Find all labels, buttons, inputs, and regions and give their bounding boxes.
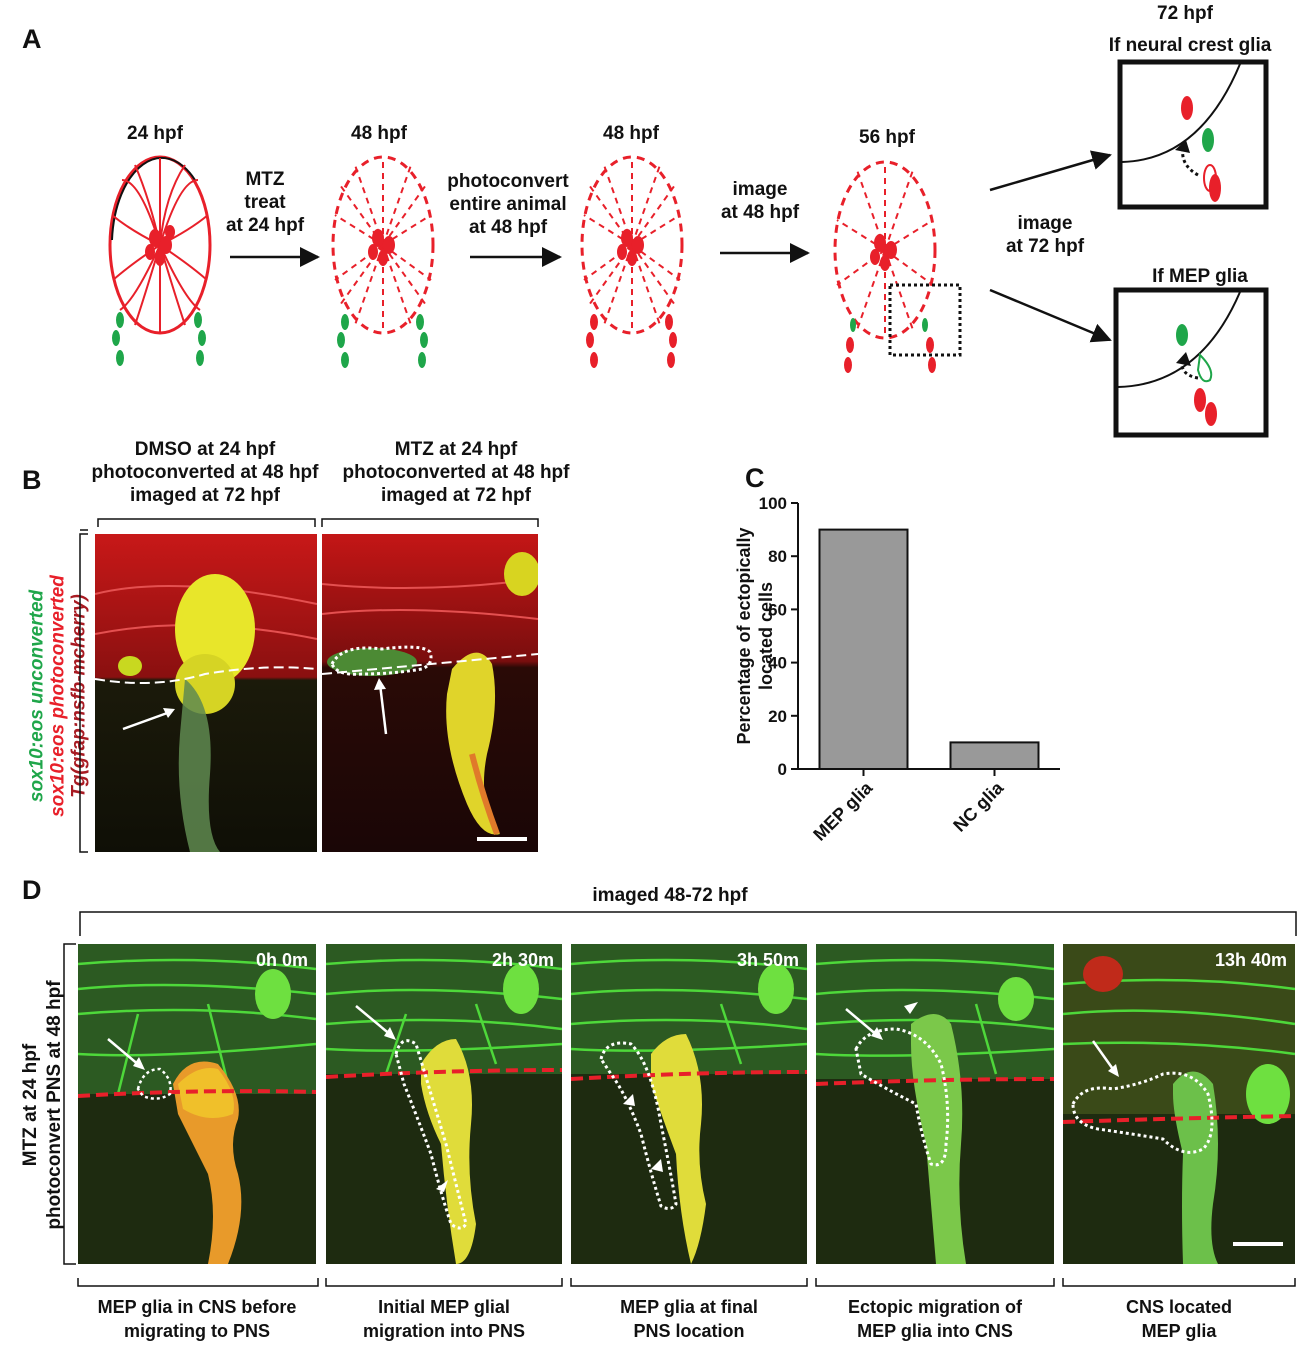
arrow-to-mep <box>989 288 1112 343</box>
y-tick-label: 0 <box>778 760 787 779</box>
step-2-label: photoconvert entire animal at 48 hpf <box>447 171 569 238</box>
stage-label-1: 24 hpf <box>127 123 183 144</box>
timelapse-frame-1: 0h 0m <box>78 944 316 1264</box>
embryo-48hpf-a <box>331 155 435 368</box>
outcome-mep-title: If MEP glia <box>1152 266 1248 287</box>
y-tick-label: 40 <box>768 654 787 673</box>
panel-c-letter: C <box>745 463 765 493</box>
bar-chart: 0 20 40 60 80 100 MEP glia NC glia Percentage of… <box>734 494 1060 845</box>
schematic-a <box>108 59 1269 438</box>
y-tick-label: 80 <box>768 547 787 566</box>
outcome-nc-title: If neural crest glia <box>1108 35 1272 56</box>
panel-d-side-bracket <box>63 943 76 1265</box>
frame-1-caption: MEP glia in CNS before migrating to PNS <box>97 1297 297 1341</box>
timelapse-frame-5: 13h 40m <box>1063 944 1295 1264</box>
panel-b-col2-header: MTZ at 24 hpf photoconverted at 48 hpf ima… <box>342 439 570 506</box>
timelapse-frame-3: 3h 50m <box>571 944 807 1264</box>
arrow-to-nc <box>989 150 1112 192</box>
micrograph-mtz <box>322 534 538 852</box>
step-1-label: MTZ treat at 24 hpf <box>225 169 305 236</box>
panel-d-letter: D <box>22 875 42 905</box>
branch-label: image at 72 hpf <box>1005 213 1085 257</box>
step-3-label: image at 48 hpf <box>720 179 800 223</box>
panel-b-letter: B <box>22 465 42 495</box>
bar-nc-glia <box>949 741 1040 770</box>
panel-b-brackets <box>80 518 539 531</box>
frame-2-time: 2h 30m <box>491 950 554 970</box>
bar-mep-glia <box>818 528 909 770</box>
x-tick-label: NC glia <box>949 777 1008 836</box>
frame-5-caption: CNS located MEP glia <box>1125 1297 1233 1341</box>
outcome-box-nc <box>1117 59 1269 210</box>
panel-d-top-bracket <box>79 911 1297 936</box>
embryo-56hpf <box>833 160 962 373</box>
timelapse-frame-2: 2h 30m <box>326 944 562 1264</box>
y-axis-label: located cells <box>756 582 776 690</box>
frame-5-time: 13h 40m <box>1214 950 1287 970</box>
side-green-label: sox10:eos unconverted <box>26 589 48 803</box>
frame-3-time: 3h 50m <box>736 950 799 970</box>
x-tick-label: MEP glia <box>809 777 877 845</box>
embryo-48hpf-b <box>580 155 684 368</box>
side-red-label: sox10:eos photoconverted <box>47 575 69 817</box>
panel-b-col1-header: DMSO at 24 hpf photoconverted at 48 hpf im… <box>91 439 319 506</box>
panel-d-bottom-brackets <box>77 1278 1296 1287</box>
outcome-box-mep <box>1113 287 1269 438</box>
panel-a-letter: A <box>22 24 42 54</box>
micrograph-dmso <box>95 534 317 852</box>
y-tick-label: 60 <box>768 600 787 619</box>
y-axis-label: Percentage of ectopically <box>734 527 754 744</box>
panel-b-side-bracket <box>79 533 88 853</box>
timelapse-frame-4 <box>816 944 1054 1264</box>
panel-d-header: imaged 48-72 hpf <box>592 885 748 906</box>
frame-2-caption: Initial MEP glial migration into PNS <box>363 1297 525 1341</box>
stage-label-2: 48 hpf <box>351 123 407 144</box>
outcome-time: 72 hpf <box>1157 3 1213 24</box>
inset-box <box>888 283 962 357</box>
frame-4-caption: Ectopic migration of MEP glia into CNS <box>847 1297 1022 1341</box>
embryo-24hpf <box>108 155 212 366</box>
frame-1-time: 0h 0m <box>255 950 308 970</box>
stage-label-4: 56 hpf <box>859 127 915 148</box>
y-tick-label: 20 <box>768 707 787 726</box>
frame-3-caption: MEP glia at final PNS location <box>620 1297 758 1341</box>
stage-label-3: 48 hpf <box>603 123 659 144</box>
y-tick-label: 100 <box>759 494 787 513</box>
